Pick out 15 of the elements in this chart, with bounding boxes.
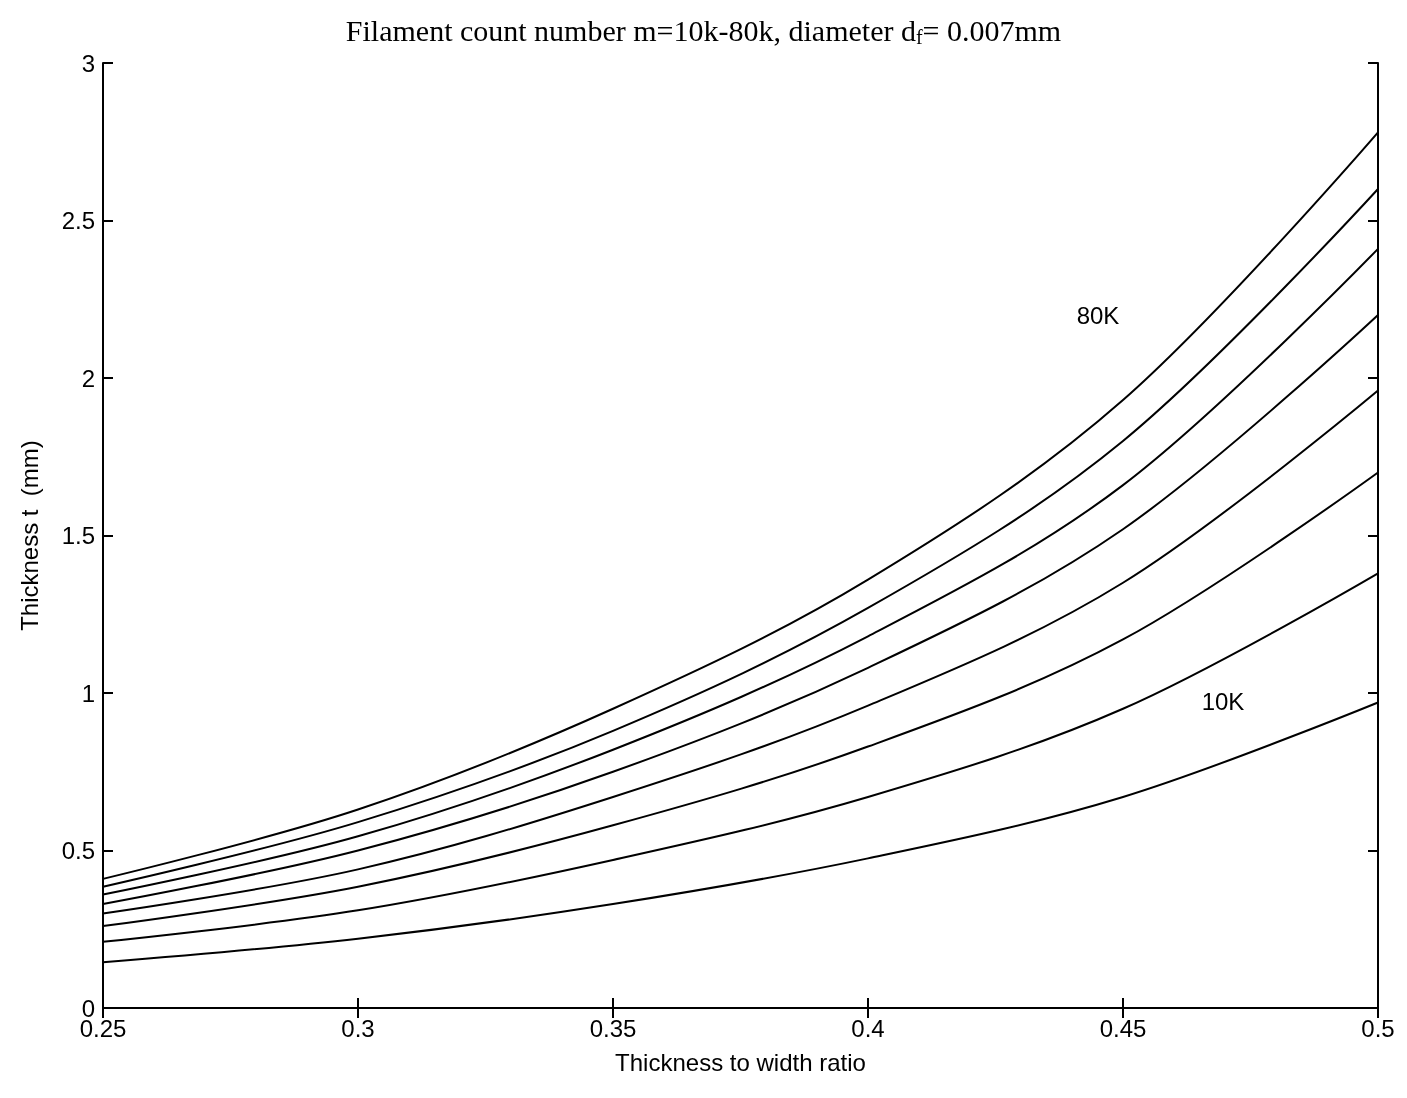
y-axis-title: Thickness t (mm)	[15, 440, 43, 631]
y-tick-label: 0.5	[61, 837, 95, 864]
x-tick-label: 0.35	[589, 1014, 637, 1042]
x-tick-label: 0.4	[851, 1014, 885, 1042]
y-tick-label: 2.5	[61, 207, 95, 234]
y-tick-label: 1	[81, 679, 95, 707]
y-tick-label: 2	[81, 364, 95, 392]
y-tick-label: 3	[81, 49, 95, 77]
x-tick-label: 0.45	[1099, 1014, 1147, 1042]
x-tick-label: 0.5	[1361, 1014, 1395, 1042]
series-label: 10K	[1201, 688, 1245, 716]
x-tick-label: 0.3	[341, 1014, 375, 1042]
y-tick-label: 1.5	[61, 522, 95, 549]
x-axis-title: Thickness to width ratio	[615, 1048, 866, 1076]
text: 80K	[1076, 301, 1120, 329]
